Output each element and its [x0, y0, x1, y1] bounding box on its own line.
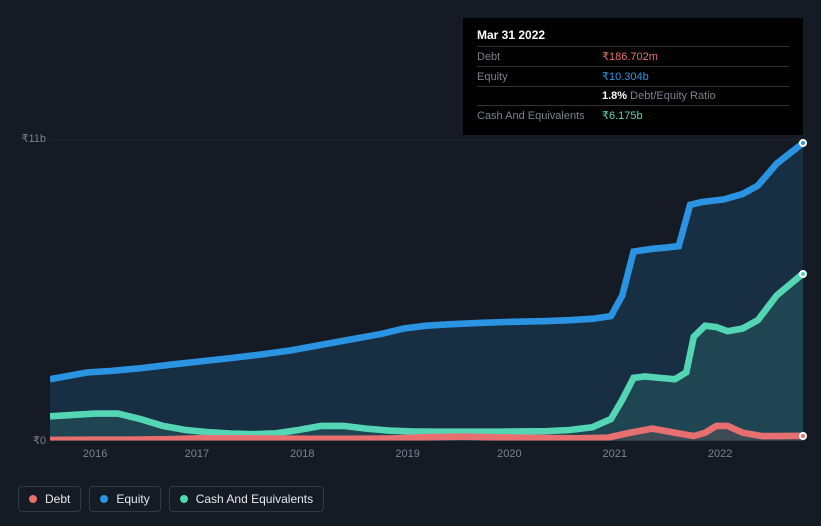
tooltip-row: Cash And Equivalents₹6.175b [477, 105, 789, 125]
x-axis-label: 2022 [708, 448, 732, 460]
legend: Debt Equity Cash And Equivalents [18, 486, 324, 512]
legend-item-cash-and-equivalents[interactable]: Cash And Equivalents [169, 486, 324, 512]
x-axis-label: 2021 [603, 448, 627, 460]
y-axis-label: ₹0 [33, 434, 46, 447]
x-axis-label: 2019 [395, 448, 419, 460]
legend-label: Equity [116, 492, 149, 506]
tooltip-row: Debt₹186.702m [477, 46, 789, 66]
tooltip-panel: Mar 31 2022 Debt₹186.702mEquity₹10.304b1… [463, 18, 803, 135]
legend-label: Cash And Equivalents [196, 492, 313, 506]
series-end-marker [799, 432, 807, 440]
chart-plot [50, 139, 803, 441]
chart: ₹11b ₹0 2016 2017 2018 2019 2020 2021 2022 [18, 125, 803, 465]
x-axis-label: 2020 [497, 448, 521, 460]
legend-dot-icon [100, 495, 108, 503]
x-axis-label: 2017 [185, 448, 209, 460]
tooltip-row-value: ₹186.702m [602, 50, 658, 63]
tooltip-row-label: Debt [477, 51, 602, 63]
x-axis-label: 2018 [290, 448, 314, 460]
tooltip-row-label: Cash And Equivalents [477, 110, 602, 122]
series-end-marker [799, 139, 807, 147]
legend-item-debt[interactable]: Debt [18, 486, 81, 512]
tooltip-row-value: 1.8% Debt/Equity Ratio [602, 90, 716, 102]
legend-dot-icon [180, 495, 188, 503]
tooltip-row: Equity₹10.304b [477, 66, 789, 86]
series-end-marker [799, 270, 807, 278]
y-axis-label: ₹11b [21, 132, 46, 145]
x-axis-label: 2016 [83, 448, 107, 460]
legend-item-equity[interactable]: Equity [89, 486, 160, 512]
legend-dot-icon [29, 495, 37, 503]
x-axis: 2016 2017 2018 2019 2020 2021 2022 [50, 448, 803, 468]
tooltip-row: 1.8% Debt/Equity Ratio [477, 86, 789, 105]
tooltip-date: Mar 31 2022 [477, 28, 789, 46]
tooltip-row-label: Equity [477, 71, 602, 83]
legend-label: Debt [45, 492, 70, 506]
tooltip-row-value: ₹6.175b [602, 109, 643, 122]
tooltip-row-value: ₹10.304b [602, 70, 649, 83]
